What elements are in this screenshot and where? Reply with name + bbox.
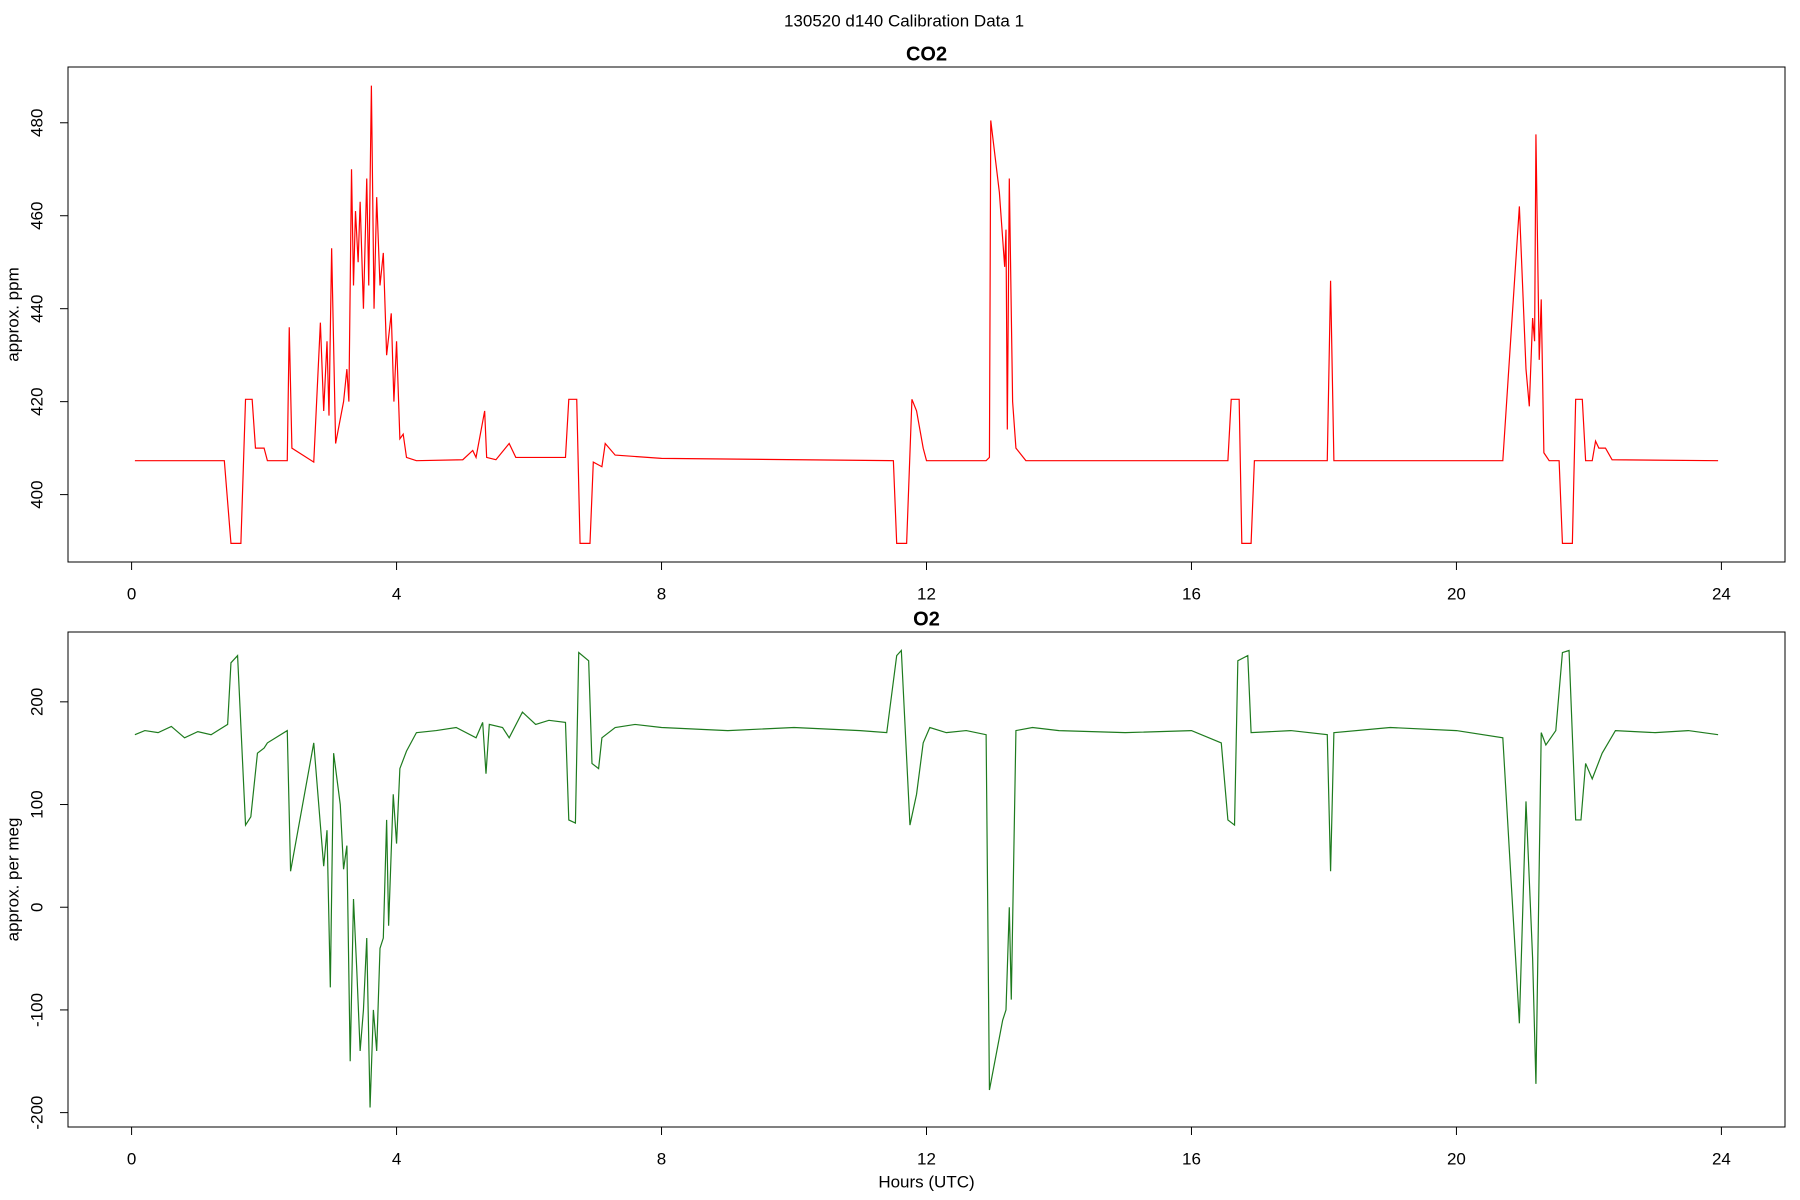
data-line [134,649,1719,1108]
x-tick-label: 0 [127,1149,136,1168]
x-axis-label: Hours (UTC) [878,1172,974,1191]
x-tick-label: 20 [1447,1149,1466,1168]
y-axis-label: approx. ppm [3,267,22,362]
y-tick-label: 200 [27,688,46,716]
plot-frame [67,631,1786,1128]
x-tick-label: 0 [127,584,136,603]
x-tick-label: 12 [917,1149,936,1168]
chart-title: CO2 [906,43,947,65]
plot-frame [67,66,1786,563]
page-title: 130520 d140 Calibration Data 1 [784,11,1024,30]
x-tick-label: 16 [1182,1149,1201,1168]
data-line [134,85,1719,545]
x-tick-label: 8 [657,584,666,603]
x-tick-label: 4 [392,1149,401,1168]
x-tick-label: 20 [1447,584,1466,603]
y-tick-label: 460 [27,202,46,230]
y-tick-label: 0 [27,902,46,911]
y-tick-label: 100 [27,790,46,818]
y-axis-label: approx. per meg [3,818,22,942]
x-tick-label: 24 [1712,584,1731,603]
y-tick-label: 400 [27,480,46,508]
y-tick-label: -100 [27,993,46,1027]
y-tick-label: -200 [27,1096,46,1130]
chart-title: O2 [913,608,940,630]
x-tick-label: 8 [657,1149,666,1168]
x-tick-label: 12 [917,584,936,603]
y-tick-label: 440 [27,295,46,323]
y-tick-label: 420 [27,387,46,415]
x-tick-label: 4 [392,584,401,603]
y-tick-label: 480 [27,109,46,137]
x-tick-label: 16 [1182,584,1201,603]
x-tick-label: 24 [1712,1149,1731,1168]
